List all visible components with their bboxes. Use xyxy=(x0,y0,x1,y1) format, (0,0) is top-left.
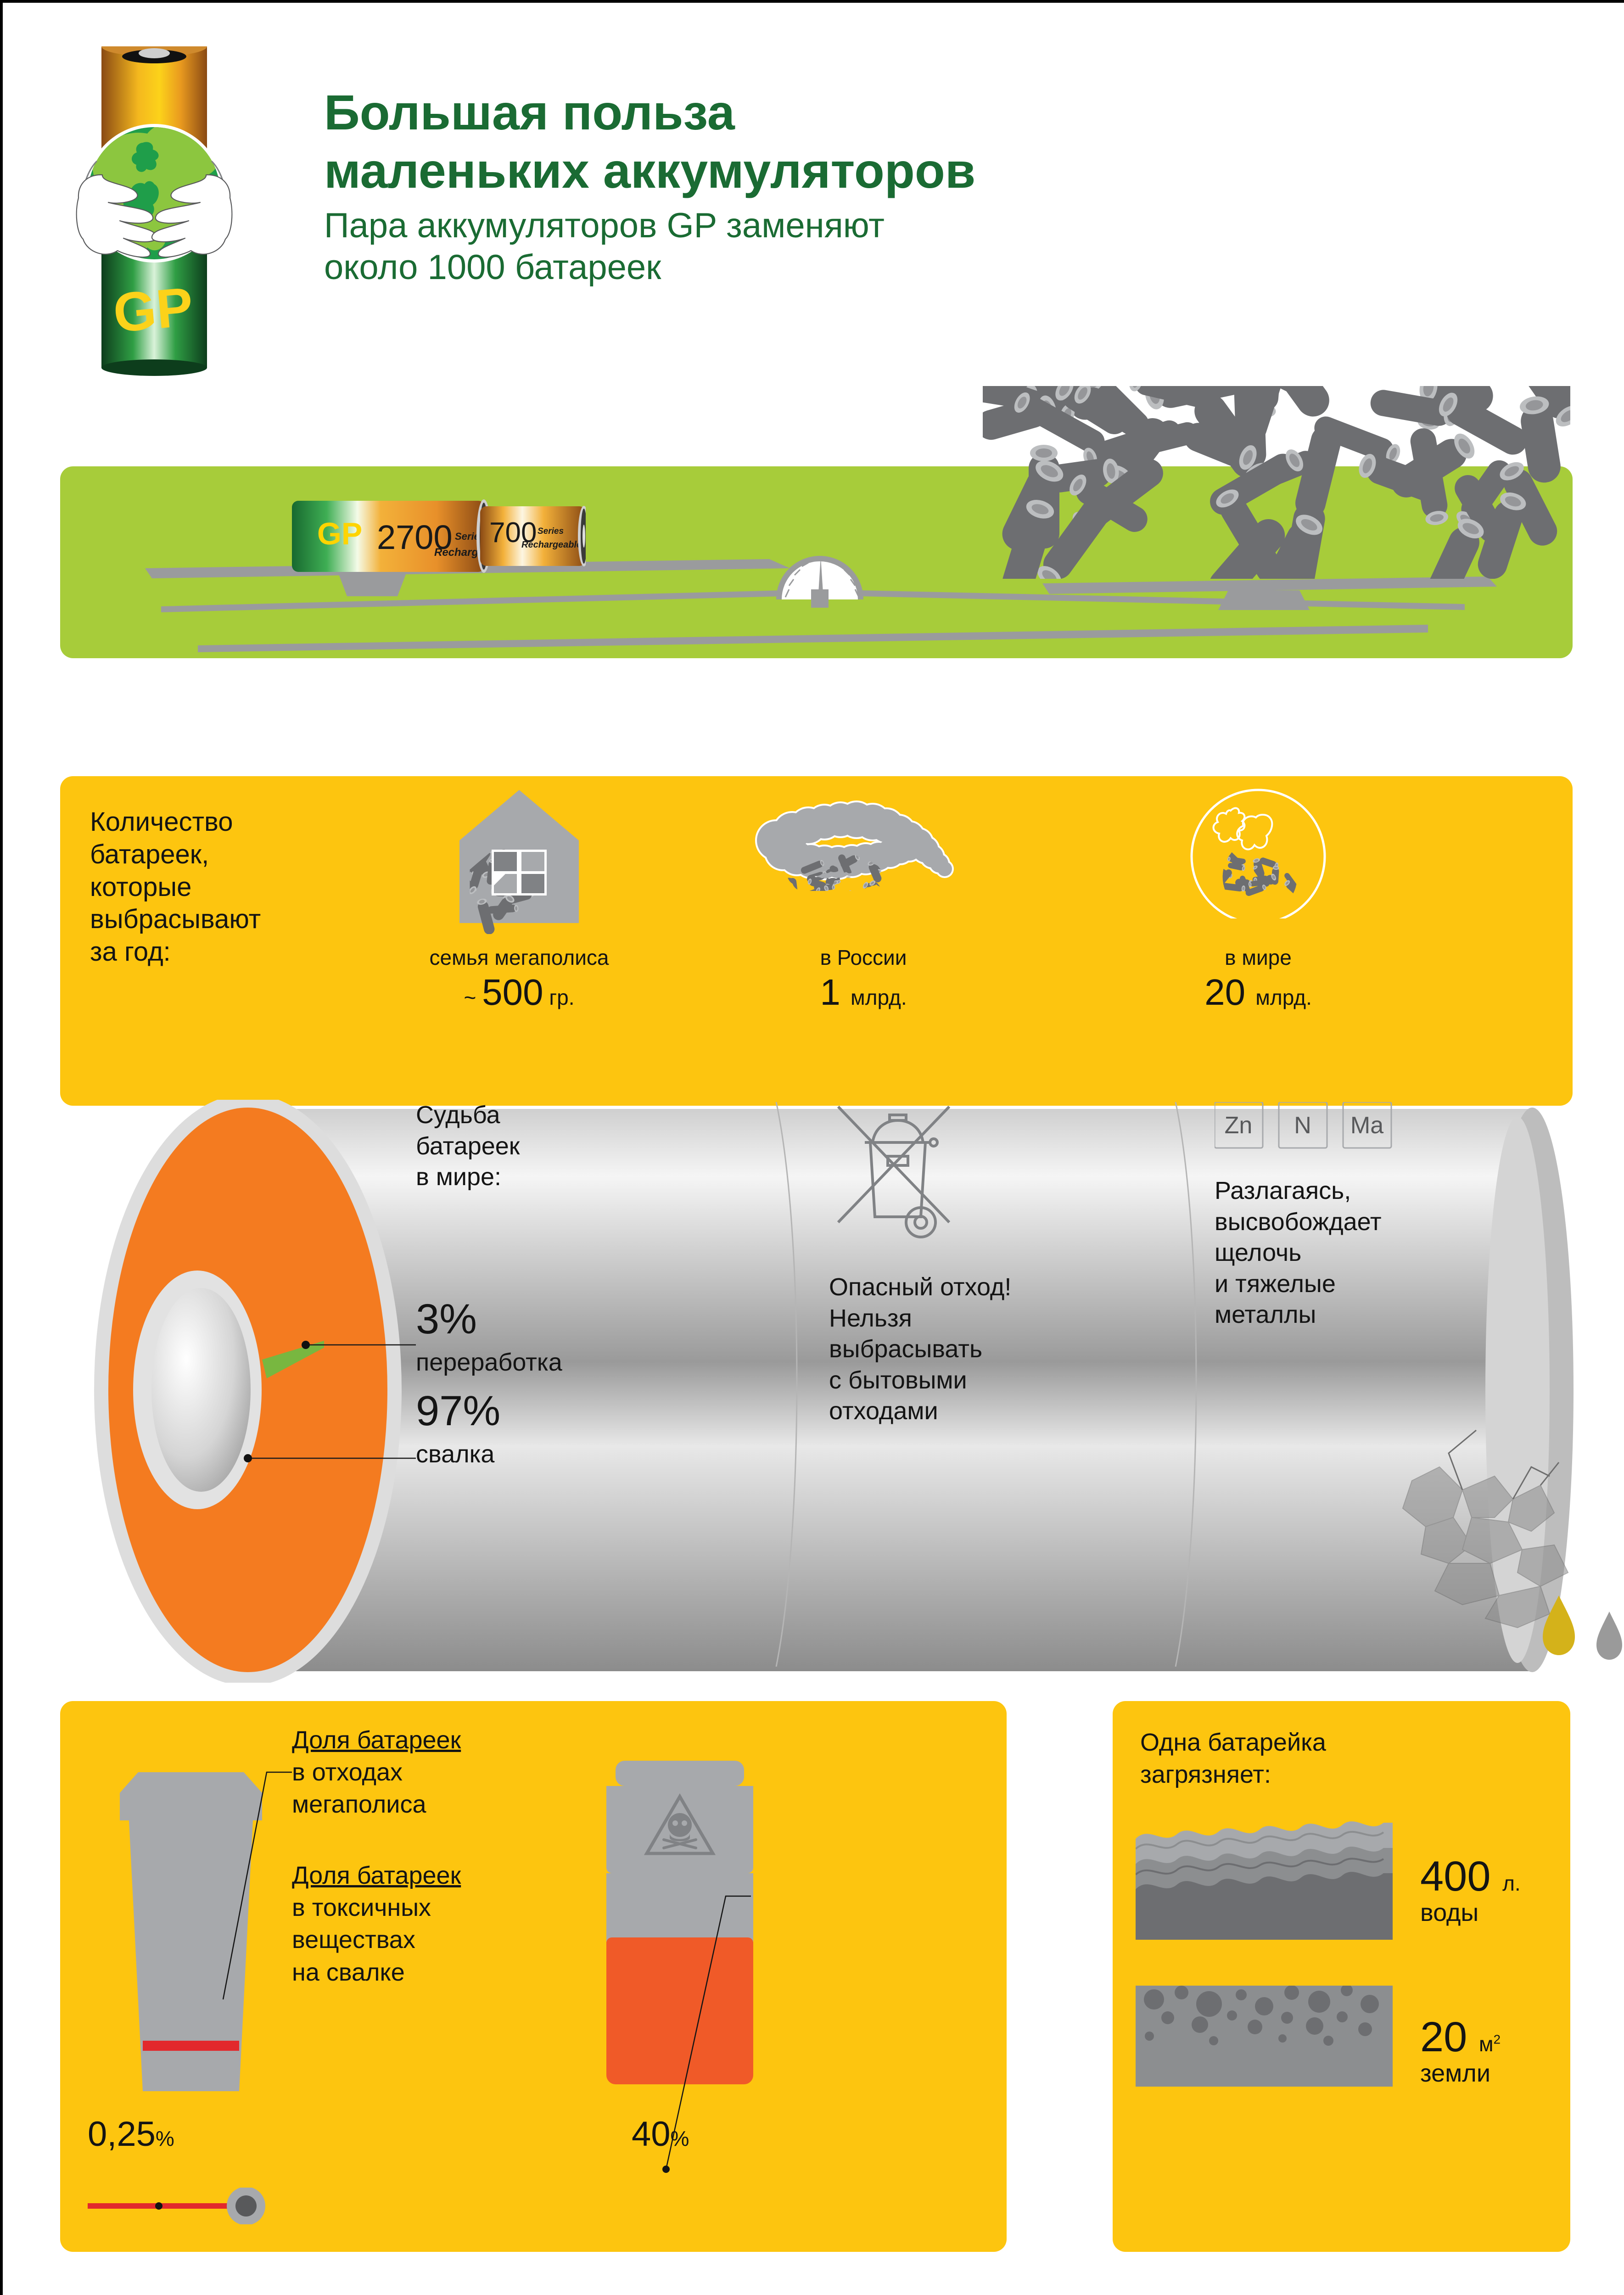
svg-text:Ma: Ma xyxy=(1350,1112,1383,1139)
svg-text:N: N xyxy=(1294,1112,1311,1139)
svg-text:GP: GP xyxy=(111,276,196,344)
svg-text:Zn: Zn xyxy=(1225,1112,1253,1139)
svg-text:GP: GP xyxy=(317,516,362,551)
svg-text:Rechargeable: Rechargeable xyxy=(521,540,582,550)
svg-text:Series: Series xyxy=(538,526,564,536)
